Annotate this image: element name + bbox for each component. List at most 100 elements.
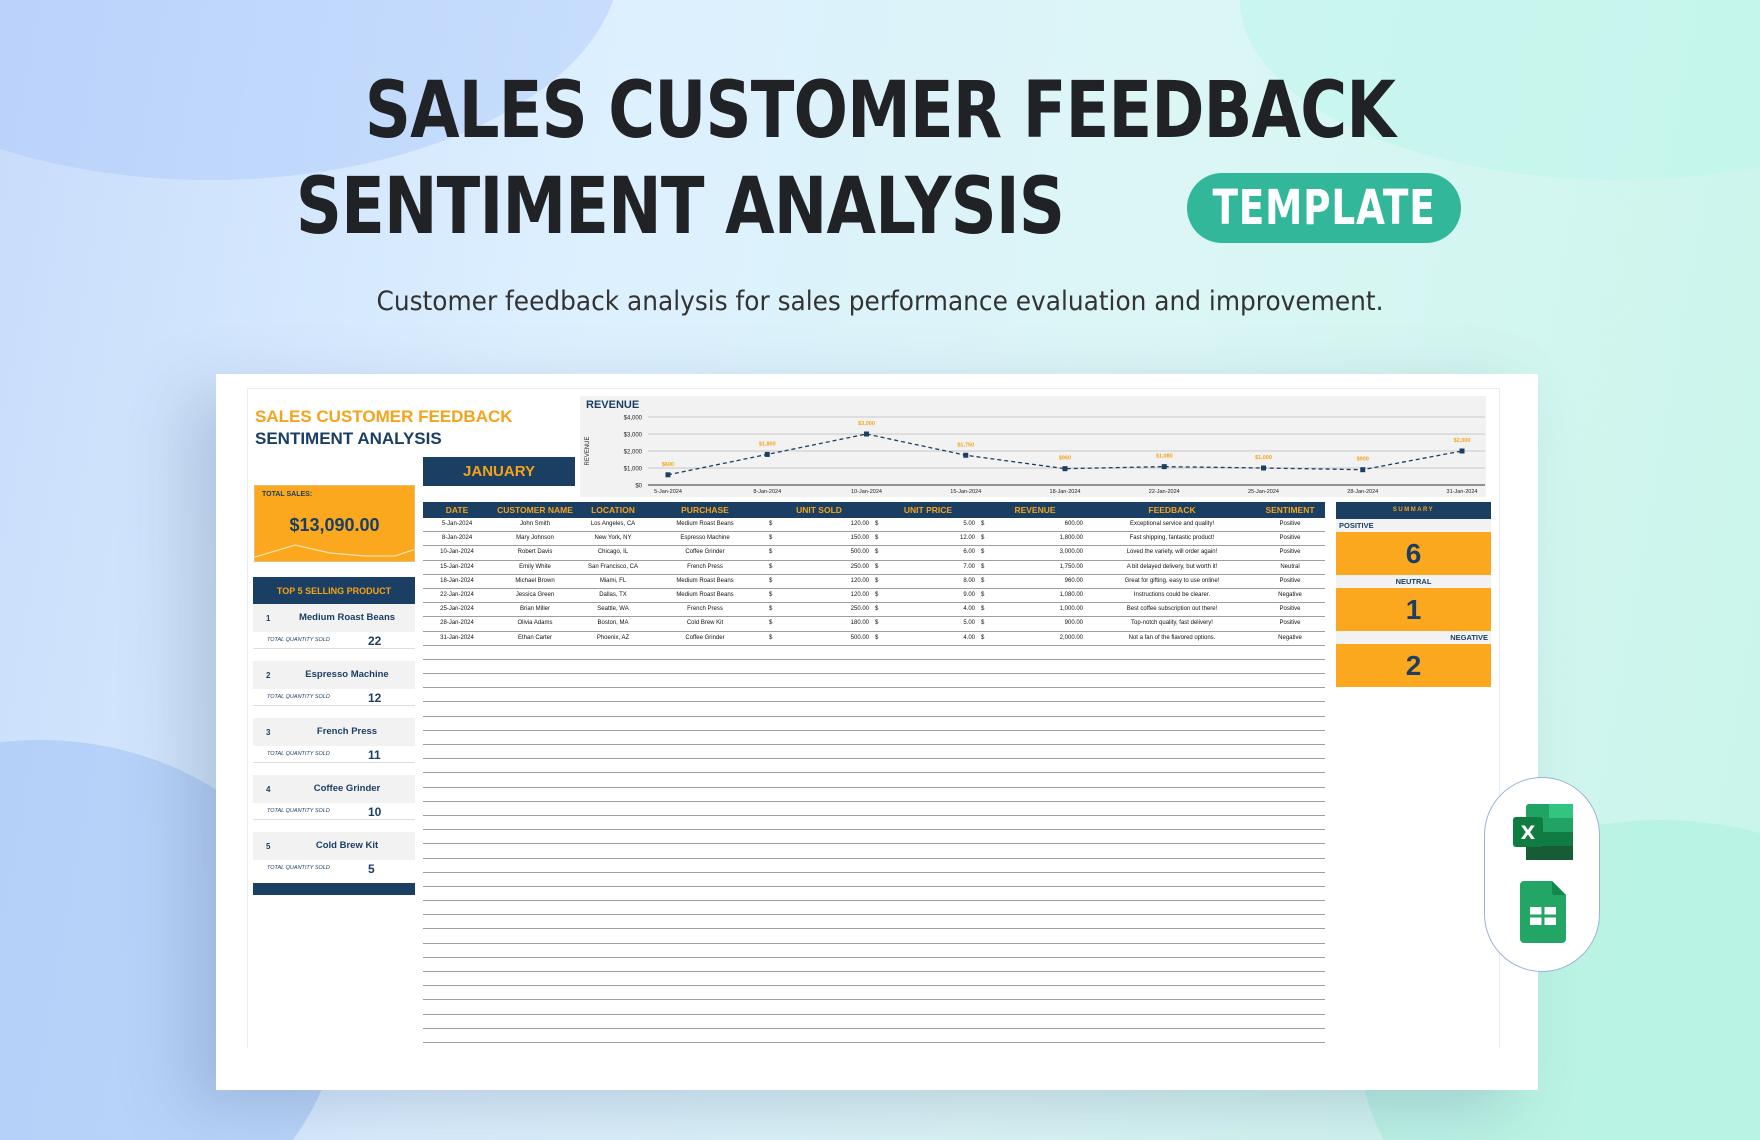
cell-location: Chicago, IL [597,549,629,556]
svg-text:18-Jan-2024: 18-Jan-2024 [1050,489,1081,495]
col-unit-price[interactable]: UNIT PRICE [903,505,953,515]
currency-symbol: $ [769,549,773,556]
col-sentiment[interactable]: SENTIMENT [1265,505,1315,515]
table-row[interactable]: 22-Jan-2024 Jessica Green Dallas, TX Medium… [423,589,1325,604]
empty-table-row[interactable] [423,1015,1325,1029]
cell-purchase: French Press [687,606,723,613]
svg-text:$3,000: $3,000 [624,433,643,439]
empty-table-row[interactable] [423,688,1325,703]
empty-table-row[interactable] [423,901,1325,916]
revenue-line-chart: $0 $1,000 $2,000 $3,000 $4,000 REVENUE $600 5-J… [585,416,1485,495]
table-row[interactable]: 28-Jan-2024 Olivia Adams Boston, MA Cold Br… [423,617,1325,632]
empty-table-row[interactable] [423,929,1325,944]
top5-item: 2 Espresso Machine TOTAL QUANTITY SOLD 1… [253,661,415,718]
currency-symbol: $ [981,535,985,542]
empty-table-row[interactable] [423,717,1325,731]
empty-table-row[interactable] [423,844,1325,859]
currency-symbol: $ [769,535,773,542]
empty-table-row[interactable] [423,972,1325,987]
cell-date: 15-Jan-2024 [440,563,474,570]
svg-text:$2,000: $2,000 [1454,438,1471,444]
currency-symbol: $ [981,620,985,627]
table-row[interactable]: 18-Jan-2024 Michael Brown Miami, FL Medium … [423,575,1325,589]
col-customer-name[interactable]: CUSTOMER NAME [497,505,573,515]
cell-feedback: Top-notch quality, fast delivery! [1131,620,1213,627]
empty-table-row[interactable] [423,702,1325,717]
sparkline-icon [255,544,414,558]
top5-qty-label: TOTAL QUANTITY SOLD [267,808,330,814]
empty-table-row[interactable] [423,660,1325,675]
empty-table-row[interactable] [423,773,1325,788]
col-purchase[interactable]: PURCHASE [681,505,729,515]
empty-table-row[interactable] [423,802,1325,816]
negative-label: NEGATIVE [1336,631,1491,644]
top5-item: 5 Cold Brew Kit TOTAL QUANTITY SOLD 5 [253,832,415,889]
cell-customer-name: Michael Brown [515,577,555,584]
svg-text:$600: $600 [662,462,674,468]
table-row[interactable]: 31-Jan-2024 Ethan Carter Phoenix, AZ Coffee… [423,632,1325,646]
col-revenue[interactable]: REVENUE [1014,505,1056,515]
top5-qty-label: TOTAL QUANTITY SOLD [267,865,330,871]
cell-revenue: 1,750.00 [1059,563,1083,570]
col-unit-sold[interactable]: UNIT SOLD [796,505,842,515]
currency-symbol: $ [981,591,985,598]
empty-table-row[interactable] [423,915,1325,930]
cell-unit-price: 7.00 [963,563,975,570]
cell-purchase: Medium Roast Beans [676,577,734,584]
cell-feedback: Loved the variety, will order again! [1126,549,1218,556]
currency-symbol: $ [875,549,879,556]
cell-unit-sold: 120.00 [850,577,869,584]
empty-table-row[interactable] [423,674,1325,689]
empty-table-row[interactable] [423,759,1325,774]
table-header: DATE CUSTOMER NAME LOCATION PURCHASE UNI… [423,502,1325,518]
empty-table-row[interactable] [423,830,1325,845]
cell-revenue: 2,000.00 [1059,634,1083,641]
col-feedback[interactable]: FEEDBACK [1148,505,1196,515]
currency-symbol: $ [875,521,879,527]
empty-table-row[interactable] [423,646,1325,660]
table-row[interactable]: 5-Jan-2024 John Smith Los Angeles, CA Mediu… [423,518,1325,533]
empty-table-row[interactable] [423,887,1325,902]
empty-table-row[interactable] [423,986,1325,1001]
cell-feedback: Exceptional service and quality! [1129,521,1215,527]
empty-table-row[interactable] [423,816,1325,831]
empty-table-row[interactable] [423,873,1325,887]
google-sheets-icon[interactable] [1520,881,1566,943]
table-row[interactable]: 8-Jan-2024 Mary Johnson New York, NY Espres… [423,532,1325,547]
table-row[interactable]: 15-Jan-2024 Emily White San Francisco, CA F… [423,561,1325,575]
empty-table-row[interactable] [423,731,1325,745]
currency-symbol: $ [981,634,985,641]
svg-text:$2,000: $2,000 [624,450,643,456]
table-body: 5-Jan-2024 John Smith Los Angeles, CA Mediu… [423,518,1325,1043]
excel-icon[interactable]: X [1513,804,1573,860]
table-row[interactable]: 25-Jan-2024 Brian Miller Seattle, WA French… [423,603,1325,618]
empty-table-row[interactable] [423,745,1325,760]
col-location[interactable]: LOCATION [591,505,635,515]
empty-table-row[interactable] [423,788,1325,802]
cell-feedback: Not a fan of the flavored options. [1128,634,1216,641]
currency-symbol: $ [769,634,773,641]
svg-text:$1,000: $1,000 [624,467,643,473]
top5-rank: 1 [266,614,271,623]
empty-table-row[interactable] [423,944,1325,958]
cell-unit-sold: 150.00 [850,535,869,542]
svg-text:28-Jan-2024: 28-Jan-2024 [1347,489,1378,495]
hero-title-line1: SALES CUSTOMER FEEDBACK [364,66,1396,156]
empty-table-row[interactable] [423,958,1325,972]
month-selector[interactable]: JANUARY [423,457,575,486]
revenue-chart: REVENUE $0 $1,000 $2,000 $3,000 $4,000 REVENU… [580,396,1486,497]
empty-table-row[interactable] [423,1000,1325,1015]
empty-table-row[interactable] [423,1029,1325,1043]
cell-unit-sold: 120.00 [850,591,869,598]
cell-customer-name: Brian Miller [519,606,550,613]
cell-unit-price: 8.00 [963,577,975,584]
cell-location: Los Angeles, CA [590,521,636,527]
table-row[interactable]: 10-Jan-2024 Robert Davis Chicago, IL Coffee… [423,546,1325,561]
empty-table-row[interactable] [423,859,1325,873]
cell-customer-name: Olivia Adams [517,620,553,627]
top5-item: 1 Medium Roast Beans TOTAL QUANTITY SOLD… [253,604,415,661]
col-date[interactable]: DATE [445,505,469,515]
cell-revenue: 3,000.00 [1059,549,1083,556]
top5-qty-value: 5 [368,862,375,876]
feedback-table: DATE CUSTOMER NAME LOCATION PURCHASE UNI… [423,502,1325,1043]
